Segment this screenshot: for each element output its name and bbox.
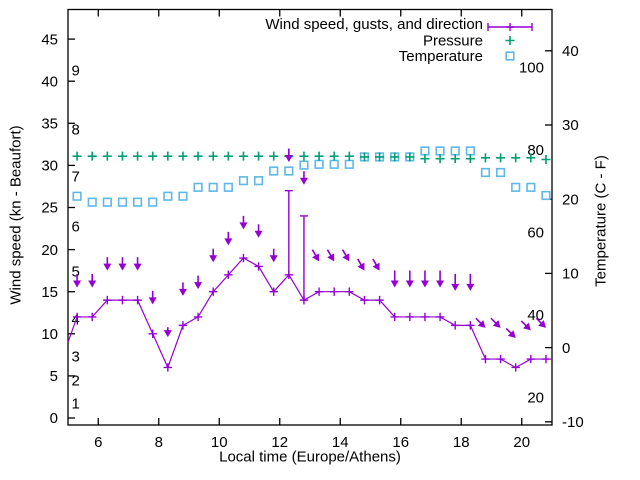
svg-text:Temperature: Temperature: [399, 48, 483, 65]
svg-text:16: 16: [392, 434, 409, 451]
svg-text:Pressure: Pressure: [423, 33, 483, 50]
svg-text:10: 10: [41, 326, 58, 343]
svg-text:60: 60: [527, 224, 544, 241]
svg-text:0: 0: [562, 340, 570, 357]
y-axis-label-left: Wind speed (kn - Beaufort): [7, 125, 25, 305]
svg-text:15: 15: [41, 284, 58, 301]
svg-text:30: 30: [562, 117, 579, 134]
svg-text:10: 10: [211, 434, 228, 451]
svg-text:20: 20: [562, 191, 579, 208]
fahrenheit-scale-labels: 20 40 60 80 100: [519, 59, 544, 406]
svg-text:80: 80: [527, 142, 544, 159]
svg-text:5: 5: [72, 264, 80, 281]
svg-text:1: 1: [72, 395, 80, 412]
svg-text:7: 7: [72, 169, 80, 186]
svg-text:30: 30: [41, 158, 58, 175]
svg-text:0: 0: [50, 410, 58, 427]
plot-frame: [67, 8, 553, 426]
svg-text:40: 40: [527, 307, 544, 324]
gust-range-bars: [284, 189, 308, 301]
y-right-ticks: -10 0 10 20 30 40: [545, 43, 584, 431]
svg-text:12: 12: [271, 434, 288, 451]
legend-marker-plus: [505, 36, 515, 45]
svg-text:18: 18: [453, 434, 470, 451]
svg-text:40: 40: [41, 73, 58, 90]
svg-text:Wind speed, gusts, and directi: Wind speed, gusts, and direction: [265, 16, 483, 33]
legend: Wind speed, gusts, and directionPressure…: [265, 16, 533, 65]
svg-text:6: 6: [94, 434, 102, 451]
svg-text:8: 8: [72, 121, 80, 138]
pressure-series: [72, 151, 551, 165]
legend-marker-errorbar: [487, 23, 533, 31]
svg-text:14: 14: [332, 434, 349, 451]
svg-text:20: 20: [41, 242, 58, 259]
svg-text:20: 20: [513, 434, 530, 451]
temperature-series: [72, 146, 551, 207]
x-axis-label: Local time (Europe/Athens): [219, 448, 401, 466]
svg-text:35: 35: [41, 116, 58, 133]
svg-text:10: 10: [562, 266, 579, 283]
legend-marker-square: [505, 51, 515, 61]
wind-speed-series: [67, 253, 552, 372]
svg-text:20: 20: [527, 389, 544, 406]
svg-text:3: 3: [72, 348, 80, 365]
svg-text:6: 6: [72, 219, 80, 236]
svg-text:25: 25: [41, 200, 58, 217]
wind-direction-arrows: [73, 148, 546, 339]
svg-text:-10: -10: [562, 414, 584, 431]
svg-text:45: 45: [41, 31, 58, 48]
x-axis-ticks: 6 8 10 12 14 16 18 20: [94, 9, 530, 451]
svg-text:9: 9: [72, 62, 80, 79]
y-left-ticks: 0 5 10 15 20 25 30 35 40 45: [41, 31, 75, 427]
svg-text:100: 100: [519, 59, 544, 76]
svg-text:40: 40: [562, 43, 579, 60]
svg-text:2: 2: [72, 372, 80, 389]
svg-text:5: 5: [50, 368, 58, 385]
y-axis-label-right: Temperature (C - F): [592, 155, 610, 287]
svg-text:8: 8: [155, 434, 163, 451]
